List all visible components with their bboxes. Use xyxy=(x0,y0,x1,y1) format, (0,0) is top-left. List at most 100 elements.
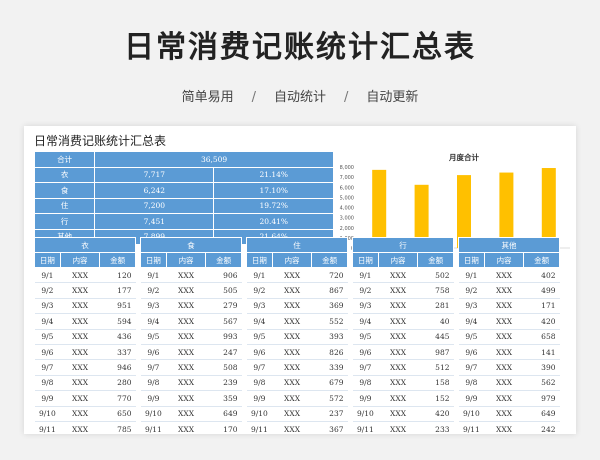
amount-cell[interactable]: 420 xyxy=(523,313,560,330)
content-cell[interactable]: XXX xyxy=(378,390,418,407)
summary-amount[interactable]: 7,717 xyxy=(94,166,215,183)
amount-cell[interactable]: 906 xyxy=(205,267,242,284)
date-cell[interactable]: 9/10 xyxy=(34,406,61,422)
date-cell[interactable]: 9/7 xyxy=(352,359,379,376)
date-cell[interactable]: 9/3 xyxy=(34,298,61,315)
date-cell[interactable]: 9/4 xyxy=(458,313,485,330)
date-cell[interactable]: 9/3 xyxy=(352,298,379,315)
date-cell[interactable]: 9/5 xyxy=(34,329,61,345)
date-cell[interactable]: 9/8 xyxy=(34,375,61,392)
date-cell[interactable]: 9/8 xyxy=(352,375,379,392)
content-cell[interactable]: XXX xyxy=(378,375,418,392)
amount-cell[interactable]: 152 xyxy=(417,390,454,407)
date-cell[interactable]: 9/2 xyxy=(352,282,379,299)
summary-amount[interactable]: 6,242 xyxy=(94,182,215,199)
amount-cell[interactable]: 720 xyxy=(311,267,348,284)
amount-cell[interactable]: 369 xyxy=(311,298,348,315)
amount-cell[interactable]: 946 xyxy=(99,359,136,376)
summary-category[interactable]: 住 xyxy=(33,197,96,214)
amount-cell[interactable]: 979 xyxy=(523,390,560,407)
content-cell[interactable]: XXX xyxy=(484,298,524,315)
summary-category[interactable]: 行 xyxy=(33,213,96,230)
summary-total-label[interactable]: 合计 xyxy=(33,151,96,168)
date-cell[interactable]: 9/10 xyxy=(352,406,379,422)
content-cell[interactable]: XXX xyxy=(378,267,418,284)
amount-cell[interactable]: 247 xyxy=(205,344,242,361)
amount-cell[interactable]: 567 xyxy=(205,313,242,330)
content-cell[interactable]: XXX xyxy=(272,359,312,376)
date-cell[interactable]: 9/7 xyxy=(140,359,167,376)
amount-cell[interactable]: 679 xyxy=(311,375,348,392)
content-cell[interactable]: XXX xyxy=(166,313,206,330)
date-cell[interactable]: 9/1 xyxy=(458,267,485,284)
date-cell[interactable]: 9/8 xyxy=(140,375,167,392)
amount-cell[interactable]: 242 xyxy=(523,421,560,434)
amount-cell[interactable]: 649 xyxy=(523,406,560,422)
date-cell[interactable]: 9/3 xyxy=(458,298,485,315)
date-cell[interactable]: 9/9 xyxy=(34,390,61,407)
amount-cell[interactable]: 650 xyxy=(99,406,136,422)
content-cell[interactable]: XXX xyxy=(272,267,312,284)
amount-cell[interactable]: 499 xyxy=(523,282,560,299)
amount-cell[interactable]: 237 xyxy=(311,406,348,422)
content-cell[interactable]: XXX xyxy=(272,406,312,422)
date-cell[interactable]: 9/6 xyxy=(246,344,273,361)
content-cell[interactable]: XXX xyxy=(484,359,524,376)
summary-category[interactable]: 食 xyxy=(33,182,96,199)
date-cell[interactable]: 9/1 xyxy=(352,267,379,284)
content-cell[interactable]: XXX xyxy=(60,329,100,345)
date-cell[interactable]: 9/8 xyxy=(246,375,273,392)
amount-cell[interactable]: 505 xyxy=(205,282,242,299)
content-cell[interactable]: XXX xyxy=(378,298,418,315)
summary-percent[interactable]: 17.10% xyxy=(213,182,334,199)
amount-cell[interactable]: 826 xyxy=(311,344,348,361)
summary-amount[interactable]: 7,451 xyxy=(94,213,215,230)
amount-cell[interactable]: 649 xyxy=(205,406,242,422)
amount-cell[interactable]: 279 xyxy=(205,298,242,315)
date-cell[interactable]: 9/6 xyxy=(140,344,167,361)
date-cell[interactable]: 9/9 xyxy=(352,390,379,407)
content-cell[interactable]: XXX xyxy=(166,359,206,376)
content-cell[interactable]: XXX xyxy=(484,267,524,284)
date-cell[interactable]: 9/1 xyxy=(140,267,167,284)
content-cell[interactable]: XXX xyxy=(60,313,100,330)
date-cell[interactable]: 9/11 xyxy=(140,421,167,434)
amount-cell[interactable]: 393 xyxy=(311,329,348,345)
content-cell[interactable]: XXX xyxy=(272,344,312,361)
date-cell[interactable]: 9/11 xyxy=(246,421,273,434)
summary-percent[interactable]: 21.14% xyxy=(213,166,334,183)
date-cell[interactable]: 9/9 xyxy=(246,390,273,407)
amount-cell[interactable]: 171 xyxy=(523,298,560,315)
date-cell[interactable]: 9/9 xyxy=(458,390,485,407)
amount-cell[interactable]: 120 xyxy=(99,267,136,284)
amount-cell[interactable]: 436 xyxy=(99,329,136,345)
date-cell[interactable]: 9/2 xyxy=(140,282,167,299)
content-cell[interactable]: XXX xyxy=(378,344,418,361)
content-cell[interactable]: XXX xyxy=(378,282,418,299)
amount-cell[interactable]: 502 xyxy=(417,267,454,284)
date-cell[interactable]: 9/7 xyxy=(34,359,61,376)
date-cell[interactable]: 9/3 xyxy=(246,298,273,315)
summary-total-value[interactable]: 36,509 xyxy=(94,151,334,168)
amount-cell[interactable]: 552 xyxy=(311,313,348,330)
date-cell[interactable]: 9/2 xyxy=(458,282,485,299)
date-cell[interactable]: 9/3 xyxy=(140,298,167,315)
amount-cell[interactable]: 367 xyxy=(311,421,348,434)
amount-cell[interactable]: 281 xyxy=(417,298,454,315)
date-cell[interactable]: 9/1 xyxy=(246,267,273,284)
content-cell[interactable]: XXX xyxy=(166,406,206,422)
content-cell[interactable]: XXX xyxy=(60,298,100,315)
date-cell[interactable]: 9/7 xyxy=(246,359,273,376)
content-cell[interactable]: XXX xyxy=(60,267,100,284)
content-cell[interactable]: XXX xyxy=(166,390,206,407)
amount-cell[interactable]: 594 xyxy=(99,313,136,330)
amount-cell[interactable]: 239 xyxy=(205,375,242,392)
date-cell[interactable]: 9/5 xyxy=(246,329,273,345)
summary-amount[interactable]: 7,200 xyxy=(94,197,215,214)
content-cell[interactable]: XXX xyxy=(272,313,312,330)
content-cell[interactable]: XXX xyxy=(166,282,206,299)
content-cell[interactable]: XXX xyxy=(378,329,418,345)
date-cell[interactable]: 9/1 xyxy=(34,267,61,284)
content-cell[interactable]: XXX xyxy=(378,359,418,376)
date-cell[interactable]: 9/10 xyxy=(140,406,167,422)
